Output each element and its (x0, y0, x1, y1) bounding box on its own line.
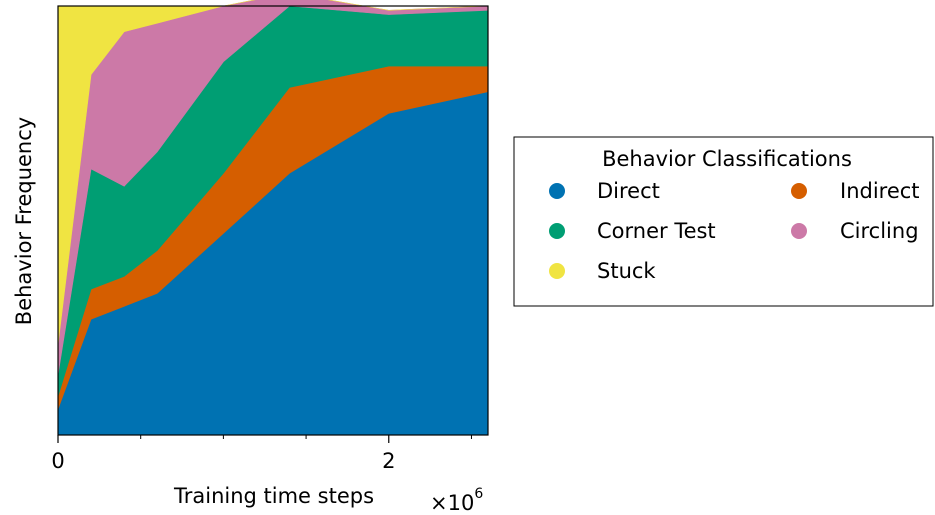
legend-label-indirect: Indirect (840, 179, 920, 203)
legend-label-circling: Circling (840, 219, 919, 243)
x-multiplier-exponent: 6 (474, 486, 483, 502)
x-tick-label: 2 (382, 449, 395, 473)
x-tick-label: 0 (51, 449, 64, 473)
legend: Behavior Classifications Direct Indirect C… (513, 136, 934, 307)
legend-marker-stuck (549, 263, 565, 279)
legend-marker-direct (549, 183, 565, 199)
x-multiplier-base: ×10 (430, 491, 474, 515)
legend-marker-indirect (791, 183, 807, 199)
x-axis-label: Training time steps (173, 484, 374, 508)
area-layers (57, 0, 489, 436)
legend-label-direct: Direct (597, 179, 660, 203)
legend-label-corner-test: Corner Test (597, 219, 716, 243)
legend-label-stuck: Stuck (597, 259, 656, 283)
y-axis-label: Behavior Frequency (12, 117, 36, 325)
x-axis-multiplier: ×106 (430, 486, 483, 515)
legend-title: Behavior Classifications (602, 147, 852, 171)
legend-marker-corner-test (549, 223, 565, 239)
legend-box (513, 136, 934, 307)
plot-frame (57, 5, 489, 436)
legend-entries: Direct Indirect Corner Test Circling Stuck (549, 179, 920, 283)
legend-marker-circling (791, 223, 807, 239)
